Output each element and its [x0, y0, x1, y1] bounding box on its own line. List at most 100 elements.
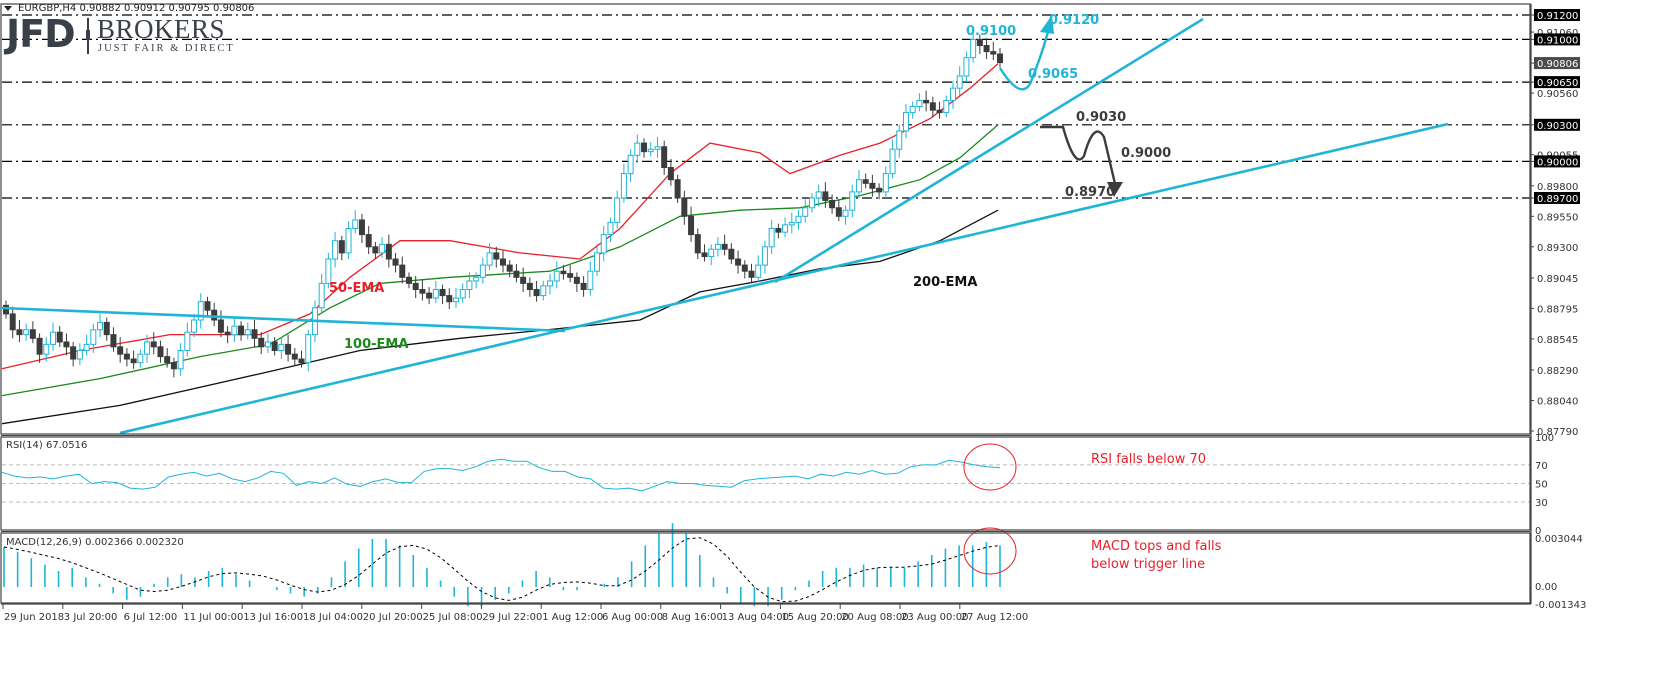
candle	[271, 337, 278, 356]
candle-body	[177, 350, 184, 370]
candle-body	[735, 258, 742, 266]
candle	[634, 134, 641, 163]
candle-body	[949, 87, 956, 101]
macd-signal-line	[3, 537, 1001, 603]
candle-body	[197, 301, 204, 321]
rsi-axis-label: 30	[1535, 498, 1548, 509]
candle-body	[714, 243, 721, 250]
candle-body	[560, 270, 567, 275]
candle	[56, 326, 63, 347]
candle-body	[567, 273, 574, 278]
candle-body	[641, 142, 648, 153]
candle	[587, 261, 594, 296]
candle-body	[43, 343, 50, 355]
candle-body	[688, 215, 695, 236]
candle-body	[869, 182, 876, 189]
candle-body	[278, 343, 285, 351]
candle-body	[842, 209, 849, 217]
candle	[963, 51, 970, 83]
candle-body	[123, 353, 130, 360]
candle-body	[170, 362, 177, 370]
candle-body	[325, 258, 332, 284]
candle-body	[63, 341, 70, 348]
time-tick-label: 20 Jul 20:00	[363, 612, 423, 623]
candle-body	[970, 38, 977, 59]
axis-tag-label: 0.91000	[1537, 35, 1578, 46]
time-tick-label: 13 Jul 16:00	[243, 612, 303, 623]
axis-tick-label: 0.87790	[1537, 427, 1578, 438]
rsi-panel[interactable]: RSI(14) 67.0516	[1, 440, 1530, 503]
candle	[439, 284, 446, 305]
time-tick-label: 11 Jul 00:00	[183, 612, 243, 623]
label-0-8970: 0.8970	[1065, 185, 1116, 200]
ema100-line	[1, 124, 999, 397]
candle-body	[385, 243, 392, 260]
rsi-axis-label: 100	[1535, 433, 1554, 444]
axes: 0.912000.910600.910000.908060.906500.905…	[0, 3, 1586, 623]
candle	[204, 296, 211, 318]
axis-tick-label: 0.88545	[1537, 335, 1578, 346]
candle	[43, 337, 50, 362]
candle-body	[788, 221, 795, 226]
candle-body	[365, 234, 372, 248]
collapse-arrow-icon[interactable]	[4, 6, 12, 11]
candle-body	[493, 252, 500, 260]
time-tick-label: 25 Jul 08:00	[423, 612, 483, 623]
candle	[305, 329, 312, 372]
candle	[9, 306, 16, 339]
candle-body	[674, 179, 681, 199]
candle	[90, 323, 97, 353]
candle-body	[661, 146, 668, 168]
axis-tag-label: 0.91200	[1537, 11, 1578, 22]
level-price-tag	[1534, 76, 1580, 89]
macd-panel[interactable]: MACD(12,26,9) 0.002366 0.002320	[3, 523, 1017, 607]
candle	[251, 320, 258, 347]
candle-body	[70, 346, 77, 360]
time-tick-label: 29 Jul 22:00	[482, 612, 542, 623]
candle	[990, 41, 997, 61]
candle-body	[513, 270, 520, 278]
candle-body	[849, 191, 856, 211]
rsi-axis-label: 50	[1535, 480, 1548, 491]
candle	[923, 90, 930, 112]
candle	[822, 182, 829, 208]
candle	[997, 47, 1003, 68]
candle-body	[997, 53, 1003, 64]
candle-body	[963, 57, 970, 77]
candle	[560, 265, 567, 280]
candle-body	[936, 109, 943, 114]
candle	[412, 276, 419, 299]
candle	[902, 104, 909, 139]
macd-axis-label: -0.001343	[1535, 600, 1586, 611]
candle	[419, 279, 426, 301]
candle-body	[405, 276, 412, 284]
candle	[526, 277, 533, 297]
time-tick-label: 20 Aug 08:00	[841, 612, 908, 623]
candle	[217, 310, 224, 338]
candle-body	[802, 207, 809, 217]
candle-body	[916, 99, 923, 108]
axis-tick-label: 0.89045	[1537, 274, 1578, 285]
candle-body	[855, 179, 862, 193]
candle	[191, 313, 198, 338]
price-panel[interactable]	[1, 14, 1530, 435]
candle	[352, 210, 359, 234]
candle-body	[204, 301, 211, 311]
candle	[365, 226, 372, 255]
candle-body	[976, 38, 983, 47]
bearish-projection-path	[1040, 125, 1118, 189]
candle-body	[701, 252, 708, 258]
logo-tagline: JUST FAIR & DIRECT	[98, 43, 235, 54]
candle-body	[211, 309, 218, 321]
candle-body	[36, 337, 43, 355]
candle-body	[943, 99, 950, 114]
candle	[667, 158, 674, 186]
candle-body	[452, 297, 459, 303]
axis-tag-label: 0.90000	[1537, 157, 1578, 168]
candle	[594, 246, 601, 277]
candle	[170, 357, 177, 378]
candle-body	[23, 329, 30, 336]
candle-body	[412, 282, 419, 290]
